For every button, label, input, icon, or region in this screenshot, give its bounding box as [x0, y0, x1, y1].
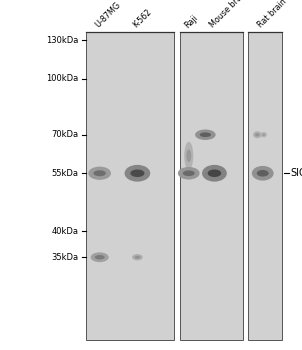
Ellipse shape — [183, 170, 195, 176]
Ellipse shape — [184, 142, 193, 170]
Ellipse shape — [88, 167, 111, 180]
Bar — [248, 32, 282, 340]
Bar — [86, 32, 174, 340]
Text: Rat brain: Rat brain — [256, 0, 289, 30]
Ellipse shape — [257, 170, 269, 176]
Text: Raji: Raji — [182, 13, 199, 30]
Ellipse shape — [93, 170, 106, 176]
Ellipse shape — [130, 169, 144, 177]
Ellipse shape — [186, 149, 191, 162]
Ellipse shape — [202, 165, 227, 182]
Text: 130kDa: 130kDa — [46, 36, 79, 45]
Text: U-87MG: U-87MG — [93, 1, 122, 30]
Text: 35kDa: 35kDa — [51, 253, 79, 262]
Ellipse shape — [207, 169, 221, 177]
Ellipse shape — [91, 252, 109, 262]
Ellipse shape — [262, 133, 265, 136]
Ellipse shape — [200, 132, 211, 137]
Text: 70kDa: 70kDa — [51, 130, 79, 139]
Text: 40kDa: 40kDa — [52, 226, 79, 236]
Bar — [180, 32, 243, 340]
Ellipse shape — [134, 256, 140, 259]
Ellipse shape — [132, 254, 143, 260]
Ellipse shape — [253, 131, 262, 138]
Ellipse shape — [195, 130, 216, 140]
Ellipse shape — [124, 165, 150, 182]
Ellipse shape — [95, 255, 105, 259]
Ellipse shape — [178, 167, 200, 180]
Text: K-562: K-562 — [131, 8, 153, 30]
Text: Mouse brain: Mouse brain — [208, 0, 249, 30]
Ellipse shape — [255, 133, 260, 136]
Text: 55kDa: 55kDa — [52, 169, 79, 178]
Text: SIGLEC9: SIGLEC9 — [291, 168, 302, 178]
Ellipse shape — [260, 132, 267, 138]
Ellipse shape — [252, 166, 274, 181]
Text: 100kDa: 100kDa — [46, 74, 79, 83]
